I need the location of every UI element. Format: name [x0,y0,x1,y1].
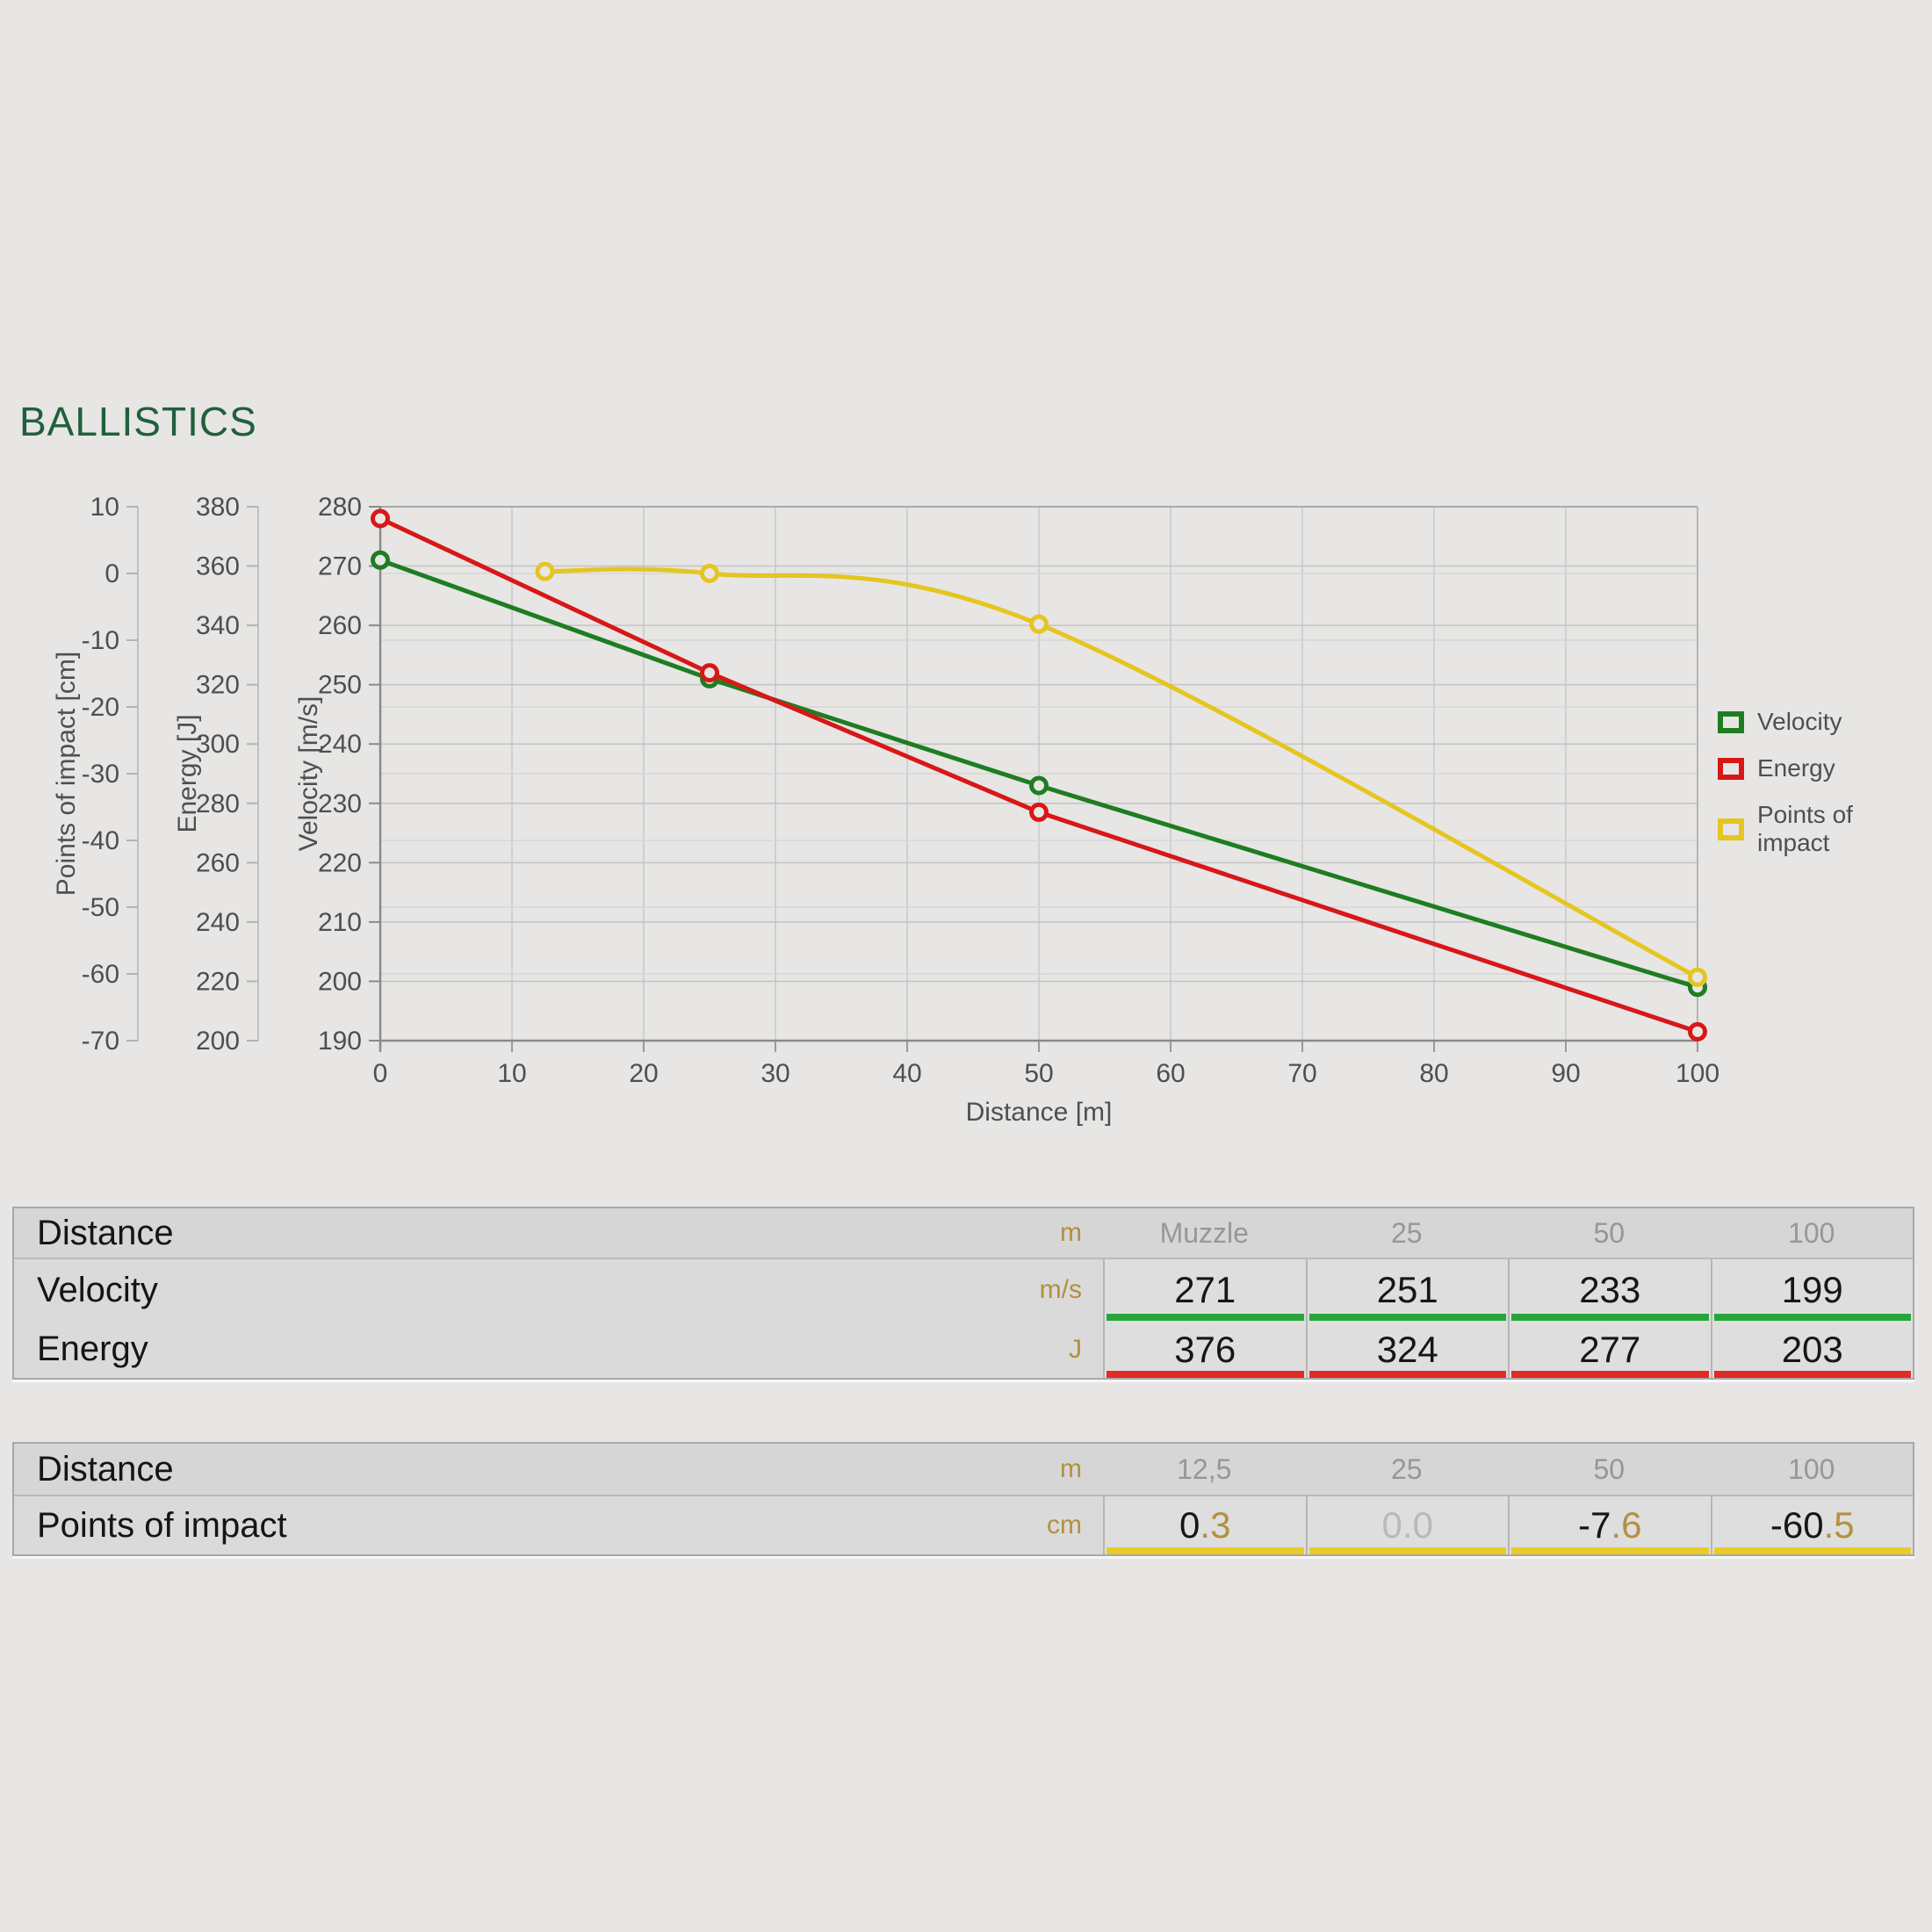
header-value: 100 [1710,1208,1913,1259]
poi-swatch-icon [1718,818,1744,840]
energy-value: 277 [1508,1321,1711,1378]
svg-text:50: 50 [1024,1059,1053,1088]
legend-item-velocity: Velocity [1718,708,1932,736]
velocity-value: 233 [1508,1259,1711,1321]
svg-text:200: 200 [318,967,362,996]
legend-item-energy: Energy [1718,754,1932,782]
row-unit: J [1069,1334,1082,1364]
svg-text:10: 10 [497,1059,526,1088]
velocity-line [379,558,1698,990]
svg-text:340: 340 [196,611,240,640]
velocity-axis-title: Velocity [m/s] [294,696,323,852]
velocity-energy-table: Distance m Muzzle 25 50 100 Velocity m/s… [12,1207,1914,1380]
poi-value: 0.0 [1305,1496,1508,1554]
row-label: Energy [37,1330,148,1368]
energy-axis-title: Energy [J] [173,714,202,833]
header-unit: m [901,1208,1103,1259]
velocity-swatch-icon [1718,710,1744,733]
svg-text:0: 0 [105,559,119,588]
header-value: 50 [1508,1208,1711,1259]
svg-text:-10: -10 [82,626,119,655]
svg-text:300: 300 [196,730,240,759]
svg-text:20: 20 [629,1059,658,1088]
svg-text:80: 80 [1419,1059,1448,1088]
velocity-row: Velocity m/s 271 251 233 199 [14,1259,1913,1321]
x-axis-title: Distance [m] [965,1098,1113,1127]
svg-text:10: 10 [90,493,119,522]
row-unit: m/s [1039,1275,1082,1304]
svg-text:40: 40 [892,1059,921,1088]
svg-text:250: 250 [318,671,362,700]
poi-value: 0.3 [1103,1496,1306,1554]
svg-text:270: 270 [318,552,362,581]
header-value: 25 [1305,1208,1508,1259]
points-of-impact-line [544,566,1699,980]
poi-axis-title: Points of impact [cm] [52,651,81,897]
page-title: BALLISTICS [19,398,257,444]
legend-item-poi: Points of impact [1718,801,1932,857]
poi-row: Points of impact cm 0.3 0.0 -7.6 -60.5 [14,1496,1913,1554]
poi-value: -60.5 [1710,1496,1913,1554]
svg-text:0: 0 [373,1059,388,1088]
svg-text:260: 260 [318,611,362,640]
svg-text:280: 280 [196,789,240,818]
table-header-row: Distance m Muzzle 25 50 100 [14,1208,1913,1259]
svg-text:240: 240 [318,730,362,759]
velocity-value: 199 [1710,1259,1913,1321]
velocity-value: 251 [1305,1259,1508,1321]
svg-text:280: 280 [318,493,362,522]
header-label: Distance [14,1444,901,1496]
svg-text:60: 60 [1156,1059,1185,1088]
legend-label: Points of impact [1756,801,1853,856]
svg-text:190: 190 [318,1027,362,1056]
row-label: Points of impact [37,1505,287,1545]
header-value: 50 [1508,1444,1711,1496]
svg-text:90: 90 [1551,1059,1580,1088]
legend-label: Energy [1757,754,1835,782]
legend-label: Velocity [1757,708,1842,735]
energy-row: Energy J 376 324 277 203 [14,1321,1913,1378]
svg-text:200: 200 [196,1027,240,1056]
svg-text:380: 380 [196,493,240,522]
header-label: Distance [14,1208,901,1259]
svg-text:320: 320 [196,671,240,700]
energy-line [378,516,1698,1034]
header-value: 12,5 [1103,1444,1306,1496]
header-value: 100 [1710,1444,1913,1496]
header-value: Muzzle [1103,1208,1306,1259]
svg-text:230: 230 [318,789,362,818]
points-of-impact-table: Distance m 12,5 25 50 100 Points of impa… [12,1442,1914,1556]
energy-value: 203 [1710,1321,1913,1378]
svg-text:30: 30 [761,1059,789,1088]
svg-text:210: 210 [318,908,362,937]
velocity-value: 271 [1103,1259,1306,1321]
table-header-row: Distance m 12,5 25 50 100 [14,1444,1913,1496]
svg-text:70: 70 [1287,1059,1316,1088]
svg-text:100: 100 [1676,1059,1719,1088]
header-value: 25 [1305,1444,1508,1496]
header-unit: m [901,1444,1103,1496]
svg-text:-40: -40 [82,826,119,855]
svg-text:240: 240 [196,908,240,937]
poi-value: -7.6 [1508,1496,1711,1554]
row-unit: cm [1047,1510,1082,1539]
ballistics-chart: 0 10 20 30 40 50 60 70 80 90 100 10 0 -10 -20 -30 -40 -50… [52,493,1932,1127]
energy-value: 376 [1103,1321,1306,1378]
svg-text:-20: -20 [82,693,119,722]
svg-text:-60: -60 [82,960,119,989]
svg-text:-70: -70 [82,1027,119,1056]
chart-legend: Velocity Energy Points of impact [1718,708,1932,876]
chart-canvas: 0 10 20 30 40 50 60 70 80 90 100100-10-20-30-40-50… [82,493,1719,1088]
svg-text:-30: -30 [82,760,119,789]
energy-swatch-icon [1718,757,1744,780]
svg-text:360: 360 [196,552,240,581]
svg-text:260: 260 [196,848,240,877]
svg-text:220: 220 [318,848,362,877]
svg-text:220: 220 [196,967,240,996]
svg-text:-50: -50 [82,893,119,922]
row-label: Velocity [37,1270,158,1309]
energy-value: 324 [1305,1321,1508,1378]
